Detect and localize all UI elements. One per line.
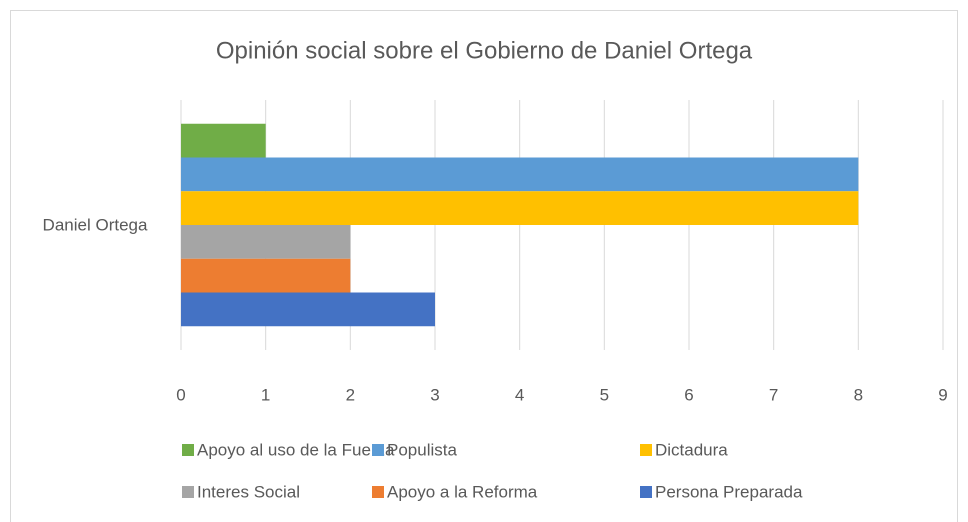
y-tick-label: Daniel Ortega <box>43 215 148 234</box>
x-tick-label: 9 <box>938 385 947 404</box>
x-tick-label: 6 <box>684 385 693 404</box>
chart-title: Opinión social sobre el Gobierno de Dani… <box>216 37 753 64</box>
x-tick-label: 4 <box>515 385 524 404</box>
chart-border <box>10 10 958 522</box>
legend-swatch <box>372 486 384 498</box>
bar <box>181 157 859 192</box>
legend-label: Apoyo al uso de la Fuerza <box>197 440 395 459</box>
legend-label: Persona Preparada <box>655 482 803 501</box>
legend-swatch <box>182 444 194 456</box>
legend-swatch <box>640 486 652 498</box>
bar <box>181 292 435 327</box>
x-tick-label: 8 <box>854 385 863 404</box>
x-tick-label: 7 <box>769 385 778 404</box>
legend-label: Populista <box>387 440 457 459</box>
bar <box>181 225 351 259</box>
x-tick-label: 3 <box>430 385 439 404</box>
legend-label: Interes Social <box>197 482 300 501</box>
legend-label: Dictadura <box>655 440 728 459</box>
legend-label: Apoyo a la Reforma <box>387 482 538 501</box>
bar <box>181 123 266 158</box>
bar <box>181 258 351 293</box>
legend-swatch <box>182 486 194 498</box>
x-tick-label: 0 <box>176 385 185 404</box>
x-tick-label: 2 <box>346 385 355 404</box>
legend-swatch <box>372 444 384 456</box>
x-tick-label: 1 <box>261 385 270 404</box>
bar <box>181 191 859 225</box>
legend-swatch <box>640 444 652 456</box>
x-tick-label: 5 <box>600 385 609 404</box>
